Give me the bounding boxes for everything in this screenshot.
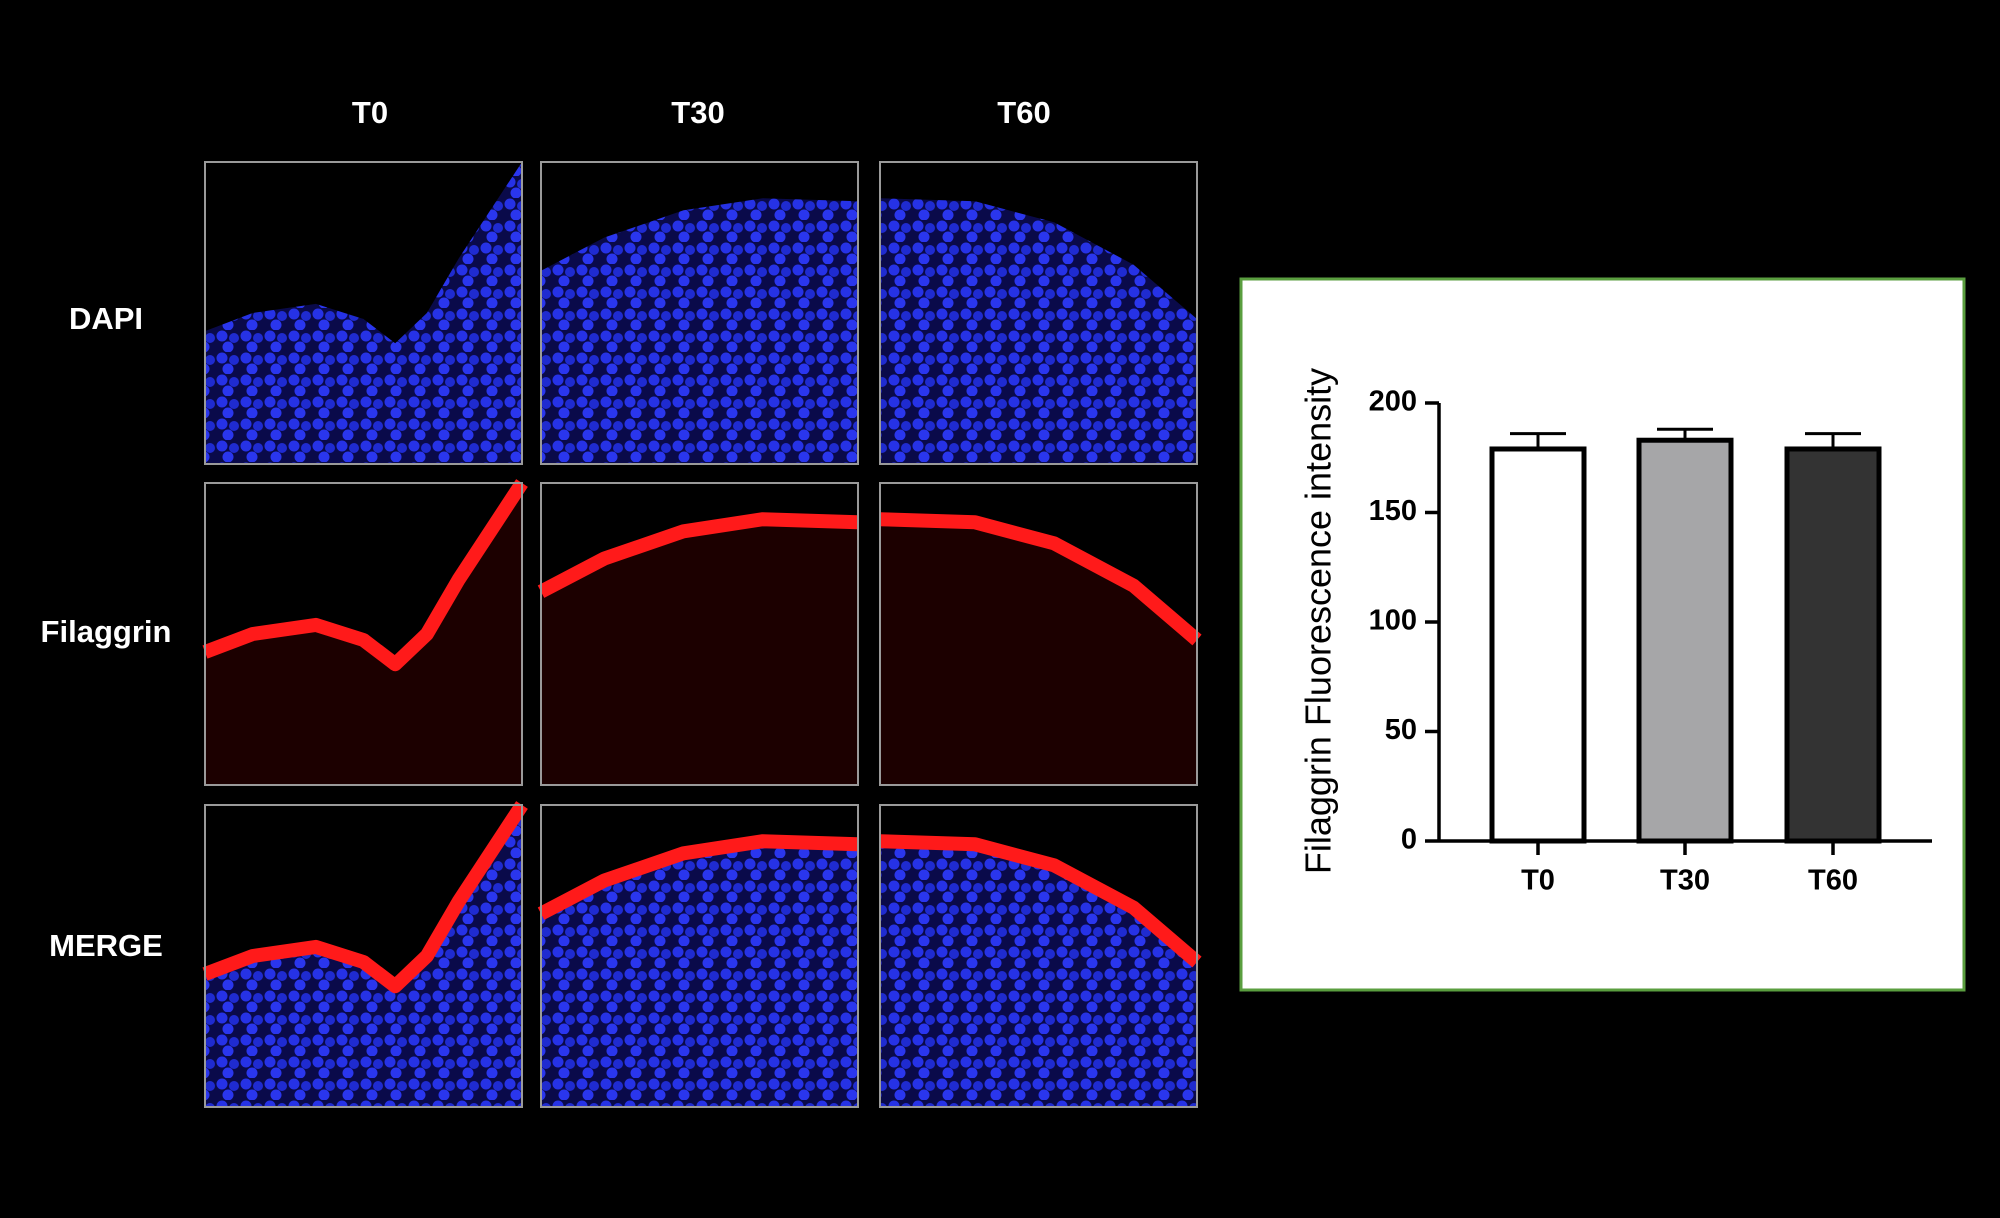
- tissue: [541, 841, 858, 1107]
- column-label: T0: [352, 95, 388, 130]
- bar: [1784, 446, 1882, 844]
- tissue: [541, 198, 858, 464]
- tissue: [880, 841, 1197, 1107]
- micrograph-border: [879, 482, 1198, 786]
- y-tick-label: 50: [1385, 714, 1417, 746]
- y-axis-label: Filaggrin Fluorescence intensity: [1298, 368, 1339, 874]
- x-tick-label: T30: [1660, 865, 1710, 897]
- micrograph-border: [540, 161, 859, 465]
- micrograph-grid: T0 T30 T60 DAPI Filaggrin MERGE: [41, 95, 1202, 1108]
- row-label: Filaggrin: [41, 614, 172, 649]
- filaggrin-band: [879, 512, 1202, 646]
- filaggrin-band: [879, 834, 1202, 968]
- column-label: T60: [997, 95, 1050, 130]
- y-tick-label: 100: [1369, 605, 1417, 637]
- bar-chart: 0 50 100 150 200 T0 T30 T60: [1369, 386, 1882, 897]
- y-tick-label: 200: [1369, 386, 1417, 418]
- filaggrin-band: [537, 834, 859, 920]
- row-label: DAPI: [69, 301, 143, 336]
- filaggrin-band: [202, 479, 528, 672]
- bar: [1489, 446, 1587, 844]
- micrograph-border: [879, 161, 1198, 465]
- micrograph-border: [204, 161, 523, 465]
- y-tick-label: 150: [1369, 495, 1417, 527]
- row-label: MERGE: [49, 928, 163, 963]
- x-tick-label: T60: [1808, 865, 1858, 897]
- micrograph-border: [204, 804, 523, 1108]
- tissue: [205, 483, 522, 785]
- tissue: [541, 519, 858, 785]
- micrograph-border: [204, 482, 523, 786]
- filaggrin-band: [537, 512, 859, 598]
- y-tick-label: 0: [1401, 824, 1417, 856]
- micrograph-border: [540, 482, 859, 786]
- x-tick-label: T0: [1521, 865, 1555, 897]
- tissue: [205, 162, 522, 464]
- micrograph-border: [879, 804, 1198, 1108]
- filaggrin-band: [202, 801, 528, 994]
- tissue: [205, 805, 522, 1107]
- tissue: [880, 198, 1197, 464]
- micrograph-border: [540, 804, 859, 1108]
- bar: [1636, 437, 1734, 844]
- tissue: [880, 519, 1197, 785]
- column-label: T30: [671, 95, 724, 130]
